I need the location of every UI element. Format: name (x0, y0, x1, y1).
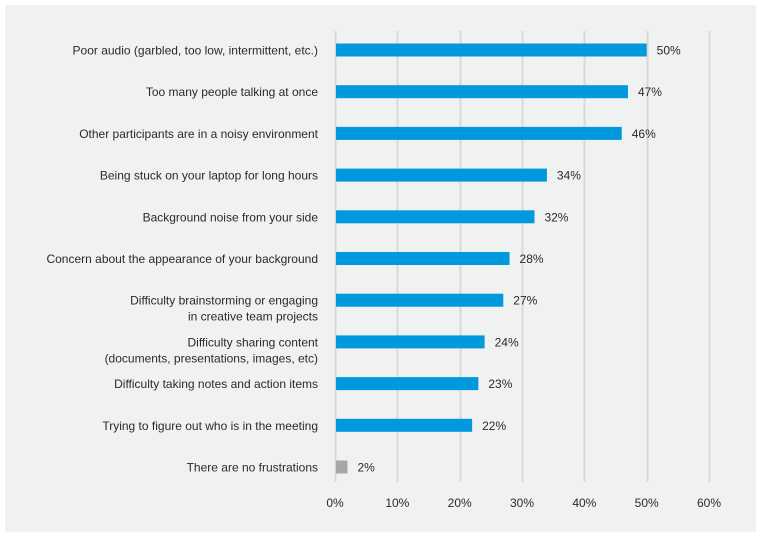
category-label-line: There are no frustrations (187, 461, 318, 475)
category-label: Other participants are in a noisy enviro… (79, 127, 318, 141)
bar (336, 418, 473, 432)
value-label: 32% (544, 210, 568, 224)
value-label: 34% (557, 169, 581, 183)
bar (336, 168, 547, 182)
x-axis-ticks: 0% 10% 20% 30% 40% 50% 60% (326, 496, 721, 510)
bar (336, 210, 535, 224)
category-label-line: Difficulty taking notes and action items (114, 377, 318, 391)
value-label: 24% (495, 335, 519, 349)
category-label-line: in creative team projects (188, 310, 318, 324)
category-label-line: (documents, presentations, images, etc) (105, 351, 318, 365)
value-labels: 50% 47% 46% 34% 32% 28% 27% 24% 23% 22% 2% (357, 44, 681, 475)
category-label: Concern about the appearance of your bac… (46, 252, 318, 266)
bar (336, 85, 628, 99)
bars (336, 43, 647, 474)
category-label: Difficulty brainstorming or engaging in c… (130, 294, 318, 324)
value-label: 2% (357, 461, 375, 475)
category-label: Being stuck on your laptop for long hour… (100, 169, 318, 183)
bar (336, 377, 479, 391)
category-label-line: Concern about the appearance of your bac… (46, 252, 318, 266)
bar (336, 335, 485, 349)
x-tick-label: 0% (326, 496, 344, 510)
value-label: 28% (520, 252, 544, 266)
category-label-line: Being stuck on your laptop for long hour… (100, 169, 318, 183)
value-label: 23% (488, 377, 512, 391)
value-label: 27% (513, 294, 537, 308)
value-label: 50% (657, 44, 681, 58)
category-label-line: Poor audio (garbled, too low, intermitte… (73, 44, 318, 58)
category-label-line: Background noise from your side (143, 210, 319, 224)
category-label: Trying to figure out who is in the meeti… (102, 419, 318, 433)
x-tick-label: 10% (385, 496, 409, 510)
value-label: 46% (632, 127, 656, 141)
x-tick-label: 50% (635, 496, 659, 510)
category-label-line: Other participants are in a noisy enviro… (79, 127, 318, 141)
category-label: Background noise from your side (143, 210, 319, 224)
category-labels: Poor audio (garbled, too low, intermitte… (46, 44, 318, 475)
bar (336, 252, 510, 265)
category-label-line: Trying to figure out who is in the meeti… (102, 419, 318, 433)
x-tick-label: 30% (510, 496, 534, 510)
category-label: Difficulty sharing content (documents, pr… (105, 335, 319, 365)
x-tick-label: 40% (572, 496, 596, 510)
bar (336, 460, 348, 474)
bar (336, 293, 504, 307)
category-label: Too many people talking at once (146, 85, 318, 99)
category-label-line: Difficulty sharing content (187, 335, 318, 349)
category-label: Difficulty taking notes and action items (114, 377, 318, 391)
category-label-line: Difficulty brainstorming or engaging (130, 294, 318, 308)
x-tick-label: 20% (448, 496, 472, 510)
bar (336, 126, 622, 140)
category-label: There are no frustrations (187, 461, 318, 475)
category-label-line: Too many people talking at once (146, 85, 318, 99)
value-label: 22% (482, 419, 506, 433)
category-label: Poor audio (garbled, too low, intermitte… (73, 44, 318, 58)
bar (336, 43, 647, 57)
value-label: 47% (638, 85, 662, 99)
x-tick-label: 60% (697, 496, 721, 510)
